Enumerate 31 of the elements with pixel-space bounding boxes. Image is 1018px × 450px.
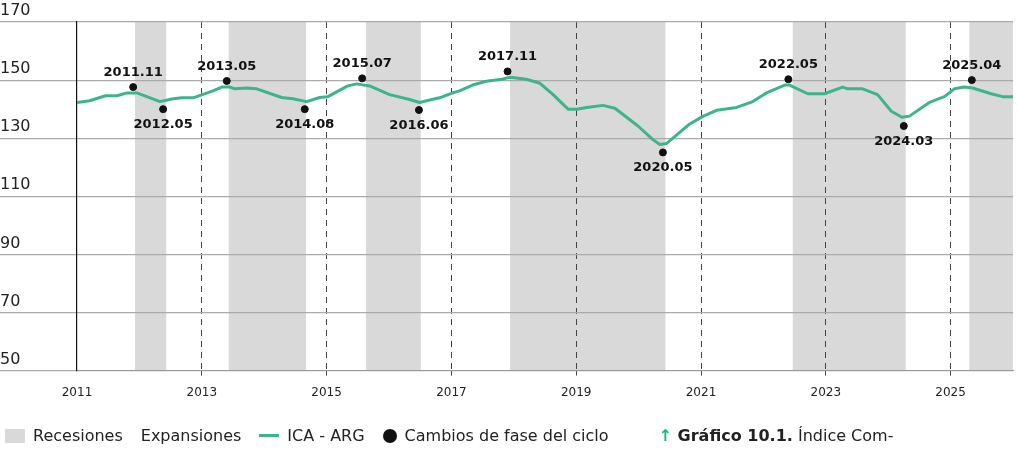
legend-label: ICA - ARG: [287, 426, 365, 445]
text: ↑ Gráfico 10.1. Índice Com-: [658, 426, 894, 445]
annotation: 2025.04: [942, 56, 1002, 72]
annotation: 2016.06: [389, 116, 449, 132]
annotation: 2015.07: [332, 55, 392, 71]
annotation: 2012.05: [133, 116, 193, 132]
x-tick-label: 2025: [935, 384, 966, 399]
annotation: 2011.11: [103, 63, 163, 79]
annotation: 2013.05: [197, 57, 257, 73]
annotation: 2022.05: [758, 56, 818, 72]
annotation: 2020.05: [633, 159, 693, 175]
y-tick-label: 70: [0, 290, 21, 310]
x-tick-label: 2023: [810, 384, 842, 399]
legend-label: Recesiones: [33, 426, 123, 445]
y-tick-label: 130: [0, 116, 31, 136]
annotation: 2024.03: [874, 132, 934, 148]
x-tick-label: 2011: [61, 384, 93, 399]
x-tick-label: 2013: [186, 384, 218, 399]
y-tick-label: 170: [0, 0, 31, 20]
x-tick-label: 2019: [560, 384, 592, 399]
legend-label: Cambios de fase del ciclo: [404, 426, 609, 445]
annotation: 2017.11: [477, 48, 538, 64]
x-tick-label: 2017: [436, 384, 467, 399]
x-tick-label: 2015: [311, 384, 342, 399]
text: Expansiones: [140, 426, 242, 445]
y-tick-label: 110: [0, 174, 31, 194]
x-tick-label: 2021: [685, 384, 717, 399]
annotation: 2014.08: [275, 116, 335, 132]
y-tick-label: 90: [0, 232, 21, 252]
y-tick-label: 150: [0, 58, 31, 78]
y-tick-label: 50: [0, 348, 21, 368]
